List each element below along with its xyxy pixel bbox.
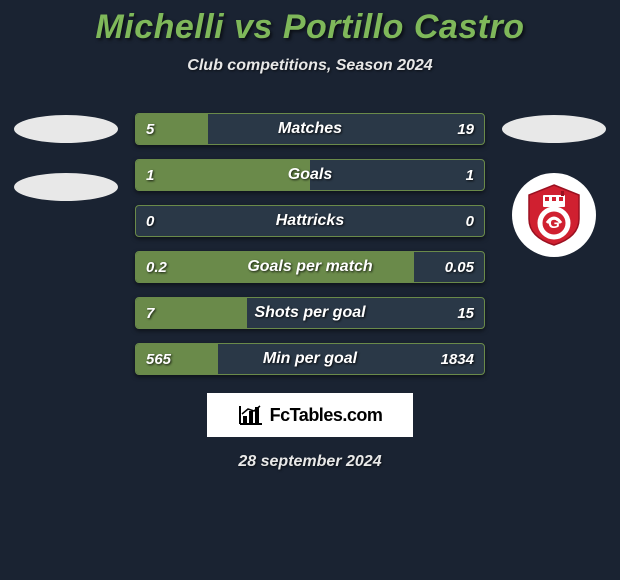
stat-value-right: 0 — [466, 213, 474, 230]
stat-value-right: 0.05 — [445, 259, 474, 276]
stat-bars: 5Matches19 1Goals1 0Hattricks0 0.2Goals per… — [135, 113, 485, 375]
club-badge-icon: G — [525, 183, 583, 247]
club-badge: G — [512, 173, 596, 257]
page-title: Michelli vs Portillo Castro — [0, 8, 620, 47]
content-row: 5Matches19 1Goals1 0Hattricks0 0.2Goals per… — [0, 113, 620, 375]
player-photo-placeholder — [14, 115, 118, 143]
svg-text:G: G — [548, 215, 560, 232]
stat-bar: 5Matches19 — [135, 113, 485, 145]
right-column: G — [499, 113, 609, 257]
stat-bar: 0.2Goals per match0.05 — [135, 251, 485, 283]
stat-value-right: 15 — [457, 305, 474, 322]
brand-logo: FcTables.com — [207, 393, 413, 437]
club-badge-placeholder — [14, 173, 118, 201]
stat-value-right: 1 — [466, 167, 474, 184]
subtitle: Club competitions, Season 2024 — [0, 57, 620, 75]
brand-logo-icon — [238, 404, 264, 426]
stat-label: Min per goal — [136, 350, 484, 368]
stat-label: Matches — [136, 120, 484, 138]
left-column — [11, 113, 121, 201]
stat-label: Shots per goal — [136, 304, 484, 322]
footer-date: 28 september 2024 — [0, 453, 620, 471]
stat-label: Hattricks — [136, 212, 484, 230]
stat-value-right: 1834 — [441, 351, 474, 368]
stat-value-right: 19 — [457, 121, 474, 138]
player-photo-placeholder — [502, 115, 606, 143]
stat-bar: 0Hattricks0 — [135, 205, 485, 237]
comparison-infographic: Michelli vs Portillo Castro Club competi… — [0, 0, 620, 471]
stat-label: Goals per match — [136, 258, 484, 276]
stat-bar: 1Goals1 — [135, 159, 485, 191]
stat-bar: 7Shots per goal15 — [135, 297, 485, 329]
stat-label: Goals — [136, 166, 484, 184]
stat-bar: 565Min per goal1834 — [135, 343, 485, 375]
brand-name: FcTables.com — [270, 405, 383, 426]
